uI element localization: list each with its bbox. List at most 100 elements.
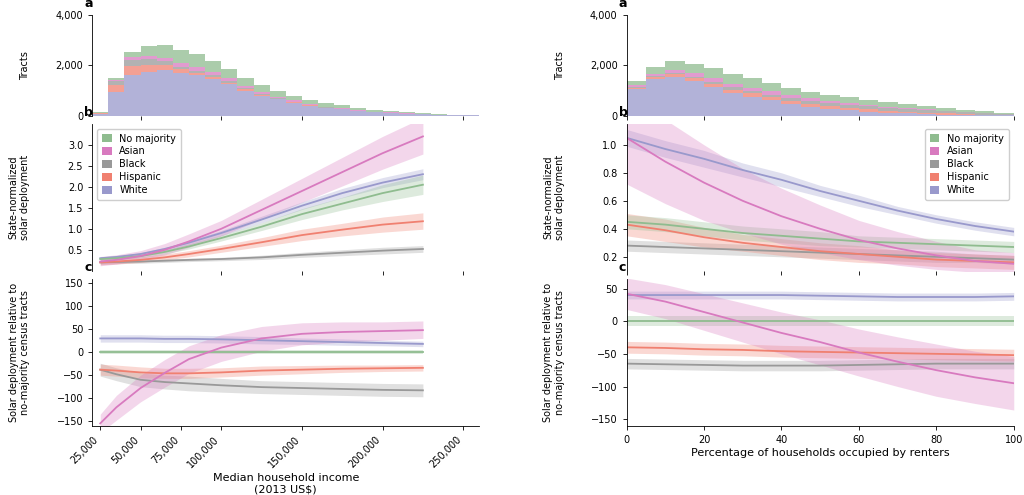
- Y-axis label: Solar deployment relative to
no-majority census tracts: Solar deployment relative to no-majority…: [8, 283, 30, 422]
- Bar: [646, 76, 666, 77]
- Y-axis label: Tracts: Tracts: [20, 51, 30, 80]
- Bar: [936, 111, 955, 113]
- Bar: [189, 71, 205, 73]
- Bar: [646, 77, 666, 79]
- Bar: [367, 112, 383, 116]
- Bar: [205, 61, 221, 72]
- Bar: [238, 78, 254, 86]
- Bar: [879, 108, 898, 111]
- Bar: [820, 101, 840, 103]
- Bar: [109, 81, 125, 85]
- Bar: [994, 112, 1014, 114]
- Bar: [703, 82, 723, 84]
- Bar: [383, 113, 398, 116]
- Bar: [994, 114, 1014, 115]
- Bar: [254, 96, 269, 116]
- Bar: [936, 113, 955, 114]
- Bar: [859, 100, 879, 105]
- Bar: [367, 110, 383, 111]
- X-axis label: Median household income
(2013 US$): Median household income (2013 US$): [213, 473, 359, 495]
- Bar: [157, 46, 173, 58]
- Bar: [742, 91, 762, 94]
- Bar: [975, 111, 994, 113]
- Bar: [286, 102, 302, 116]
- Bar: [742, 97, 762, 116]
- Bar: [173, 63, 189, 67]
- Bar: [840, 110, 859, 116]
- Bar: [723, 84, 742, 88]
- Bar: [916, 109, 936, 110]
- Bar: [955, 114, 975, 115]
- Bar: [742, 94, 762, 97]
- Bar: [723, 90, 742, 93]
- Bar: [840, 108, 859, 110]
- Bar: [173, 67, 189, 69]
- Bar: [238, 90, 254, 91]
- Bar: [936, 108, 955, 110]
- Bar: [189, 75, 205, 116]
- Bar: [762, 100, 781, 116]
- Bar: [157, 61, 173, 65]
- Bar: [125, 59, 140, 66]
- Bar: [302, 106, 318, 116]
- Bar: [302, 104, 318, 105]
- Bar: [975, 115, 994, 116]
- Bar: [898, 104, 916, 108]
- Bar: [879, 106, 898, 108]
- Text: c: c: [618, 261, 626, 274]
- Bar: [627, 90, 646, 116]
- Bar: [646, 74, 666, 76]
- Bar: [221, 79, 238, 81]
- Bar: [318, 103, 334, 106]
- Bar: [157, 70, 173, 116]
- Bar: [840, 105, 859, 108]
- Bar: [879, 113, 898, 116]
- Bar: [955, 112, 975, 114]
- Bar: [703, 84, 723, 87]
- Bar: [703, 68, 723, 79]
- Text: c: c: [84, 261, 92, 274]
- Bar: [840, 103, 859, 105]
- Bar: [205, 79, 221, 116]
- Bar: [879, 102, 898, 106]
- Bar: [666, 74, 685, 77]
- Bar: [318, 108, 334, 116]
- Bar: [898, 108, 916, 109]
- Bar: [627, 81, 646, 85]
- Bar: [221, 84, 238, 116]
- Bar: [723, 93, 742, 116]
- Bar: [318, 106, 334, 107]
- Bar: [125, 57, 140, 59]
- Bar: [221, 81, 238, 83]
- Bar: [781, 88, 801, 96]
- Bar: [140, 72, 157, 116]
- Bar: [157, 58, 173, 61]
- Bar: [140, 58, 157, 65]
- Bar: [205, 72, 221, 75]
- Bar: [173, 73, 189, 116]
- Bar: [685, 77, 703, 78]
- Bar: [762, 92, 781, 95]
- Bar: [125, 75, 140, 116]
- Bar: [781, 101, 801, 104]
- Bar: [157, 65, 173, 70]
- X-axis label: Percentage of households occupied by renters: Percentage of households occupied by ren…: [691, 447, 949, 457]
- Bar: [762, 95, 781, 97]
- Bar: [254, 94, 269, 95]
- Bar: [723, 74, 742, 84]
- Bar: [109, 92, 125, 116]
- Bar: [140, 46, 157, 56]
- Bar: [109, 78, 125, 80]
- Bar: [205, 75, 221, 77]
- Bar: [898, 109, 916, 112]
- Text: a: a: [84, 0, 93, 10]
- Bar: [666, 77, 685, 116]
- Bar: [916, 110, 936, 112]
- Bar: [173, 50, 189, 63]
- Bar: [685, 63, 703, 73]
- Bar: [859, 109, 879, 111]
- Y-axis label: State-normalized
solar deployment: State-normalized solar deployment: [543, 154, 564, 240]
- Bar: [781, 104, 801, 116]
- Legend: No majority, Asian, Black, Hispanic, White: No majority, Asian, Black, Hispanic, Whi…: [925, 129, 1009, 200]
- Bar: [334, 108, 350, 109]
